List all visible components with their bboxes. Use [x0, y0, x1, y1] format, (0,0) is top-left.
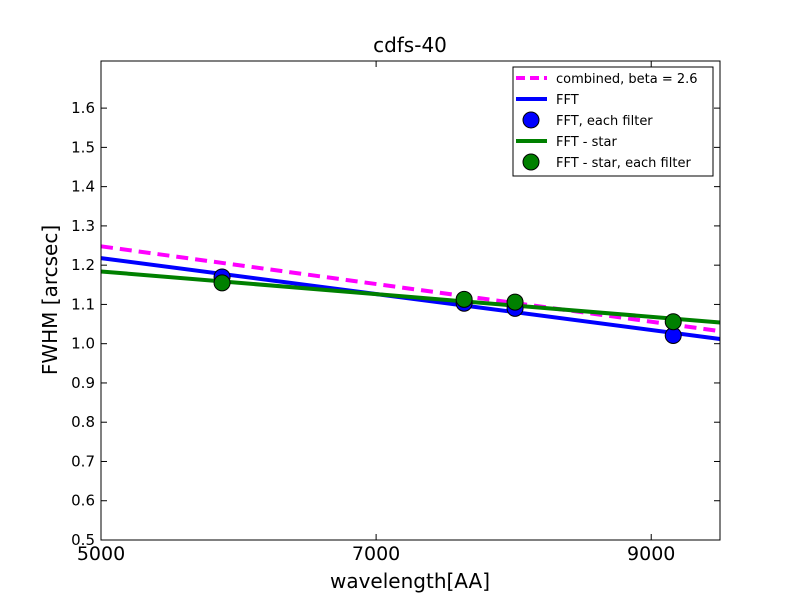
data-point-fft-star-each-filter [213, 274, 231, 292]
series-layer [100, 244, 721, 344]
legend-label: FFT, each filter [556, 114, 653, 129]
legend-swatch-marker [522, 153, 540, 171]
y-tick-label: 1.6 [71, 99, 95, 117]
series-line-fft-star [100, 269, 721, 325]
y-tick-label: 1.0 [71, 335, 95, 353]
plot-frame [100, 60, 721, 541]
x-tick-label: 7000 [352, 543, 400, 565]
y-tick-label: 0.8 [71, 413, 95, 431]
ticks: 0.5 0.6 0.7 0.8 0.9 1.0 1.1 1.2 1.3 1.4 1.5 1.6 5000… [71, 61, 720, 565]
series-line-combined-beta-2-6 [100, 244, 721, 334]
x-axis-label: wavelength[AA] [330, 569, 490, 593]
legend: combined, beta = 2.6 FFT FFT, each filter F… [512, 66, 714, 177]
data-point-fft-star-each-filter [455, 290, 473, 308]
x-tick-label: 9000 [627, 543, 675, 565]
y-tick-label: 1.3 [71, 217, 95, 235]
legend-label: combined, beta = 2.6 [556, 72, 698, 87]
y-tick-label: 1.5 [71, 138, 95, 156]
y-tick-label: 0.7 [71, 452, 95, 470]
data-point-fft-star-each-filter [664, 313, 682, 331]
y-tick-label: 0.6 [71, 492, 95, 510]
y-axis-label: FWHM [arcsec] [38, 225, 62, 375]
y-tick-label: 1.4 [71, 178, 95, 196]
x-tick-label: 5000 [77, 543, 125, 565]
y-tick-label: 1.2 [71, 256, 95, 274]
legend-box [512, 66, 714, 177]
data-point-fft-star-each-filter [506, 293, 524, 311]
y-tick-label: 1.1 [71, 295, 95, 313]
legend-label: FFT - star [556, 135, 617, 150]
legend-label: FFT [556, 93, 579, 108]
chart-title: cdfs-40 [373, 33, 447, 57]
y-tick-label: 0.9 [71, 374, 95, 392]
legend-label: FFT - star, each filter [556, 156, 691, 171]
legend-swatch-marker [522, 111, 540, 129]
y-tick-label: 0.5 [71, 531, 95, 549]
